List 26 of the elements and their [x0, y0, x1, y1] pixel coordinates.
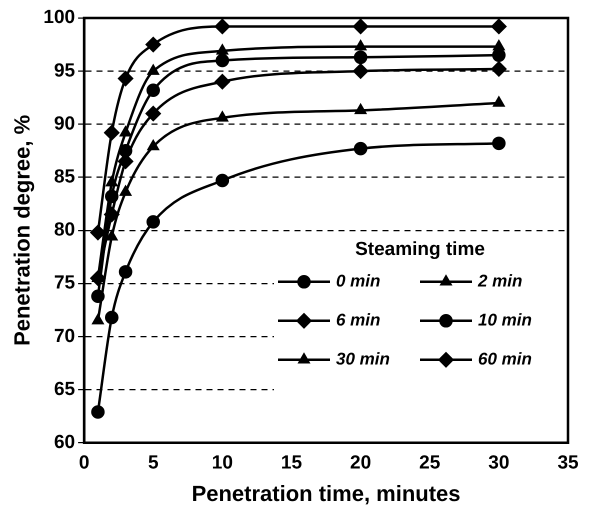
- y-tick-label: 100: [43, 7, 76, 28]
- legend-label: 60 min: [478, 349, 532, 368]
- x-tick-label: 0: [78, 452, 90, 474]
- legend-label: 2 min: [477, 271, 522, 290]
- x-tick-label: 20: [350, 452, 372, 474]
- y-tick-label: 65: [54, 378, 76, 400]
- legend-label: 6 min: [336, 310, 380, 330]
- x-axis-title: Penetration time, minutes: [192, 480, 461, 506]
- y-tick-label: 90: [54, 113, 76, 134]
- x-tick-label: 5: [148, 452, 159, 474]
- legend-title: Steaming time: [355, 239, 485, 260]
- y-tick-label: 80: [54, 220, 76, 241]
- legend-label: 0 min: [336, 271, 380, 290]
- y-tick-label: 70: [54, 326, 76, 347]
- x-tick-label: 10: [212, 452, 233, 474]
- legend-label: 10 min: [478, 310, 532, 330]
- x-tick-label: 30: [488, 452, 510, 474]
- x-tick-label: 25: [419, 452, 441, 474]
- legend-label: 30 min: [336, 349, 390, 368]
- y-tick-label: 85: [54, 166, 76, 188]
- x-tick-label: 15: [280, 452, 302, 474]
- y-tick-label: 60: [54, 432, 76, 454]
- x-tick-label: 35: [557, 452, 579, 474]
- y-axis-title: Penetration degree, %: [9, 114, 34, 346]
- y-tick-label: 75: [54, 272, 76, 294]
- y-tick-label: 95: [54, 60, 76, 82]
